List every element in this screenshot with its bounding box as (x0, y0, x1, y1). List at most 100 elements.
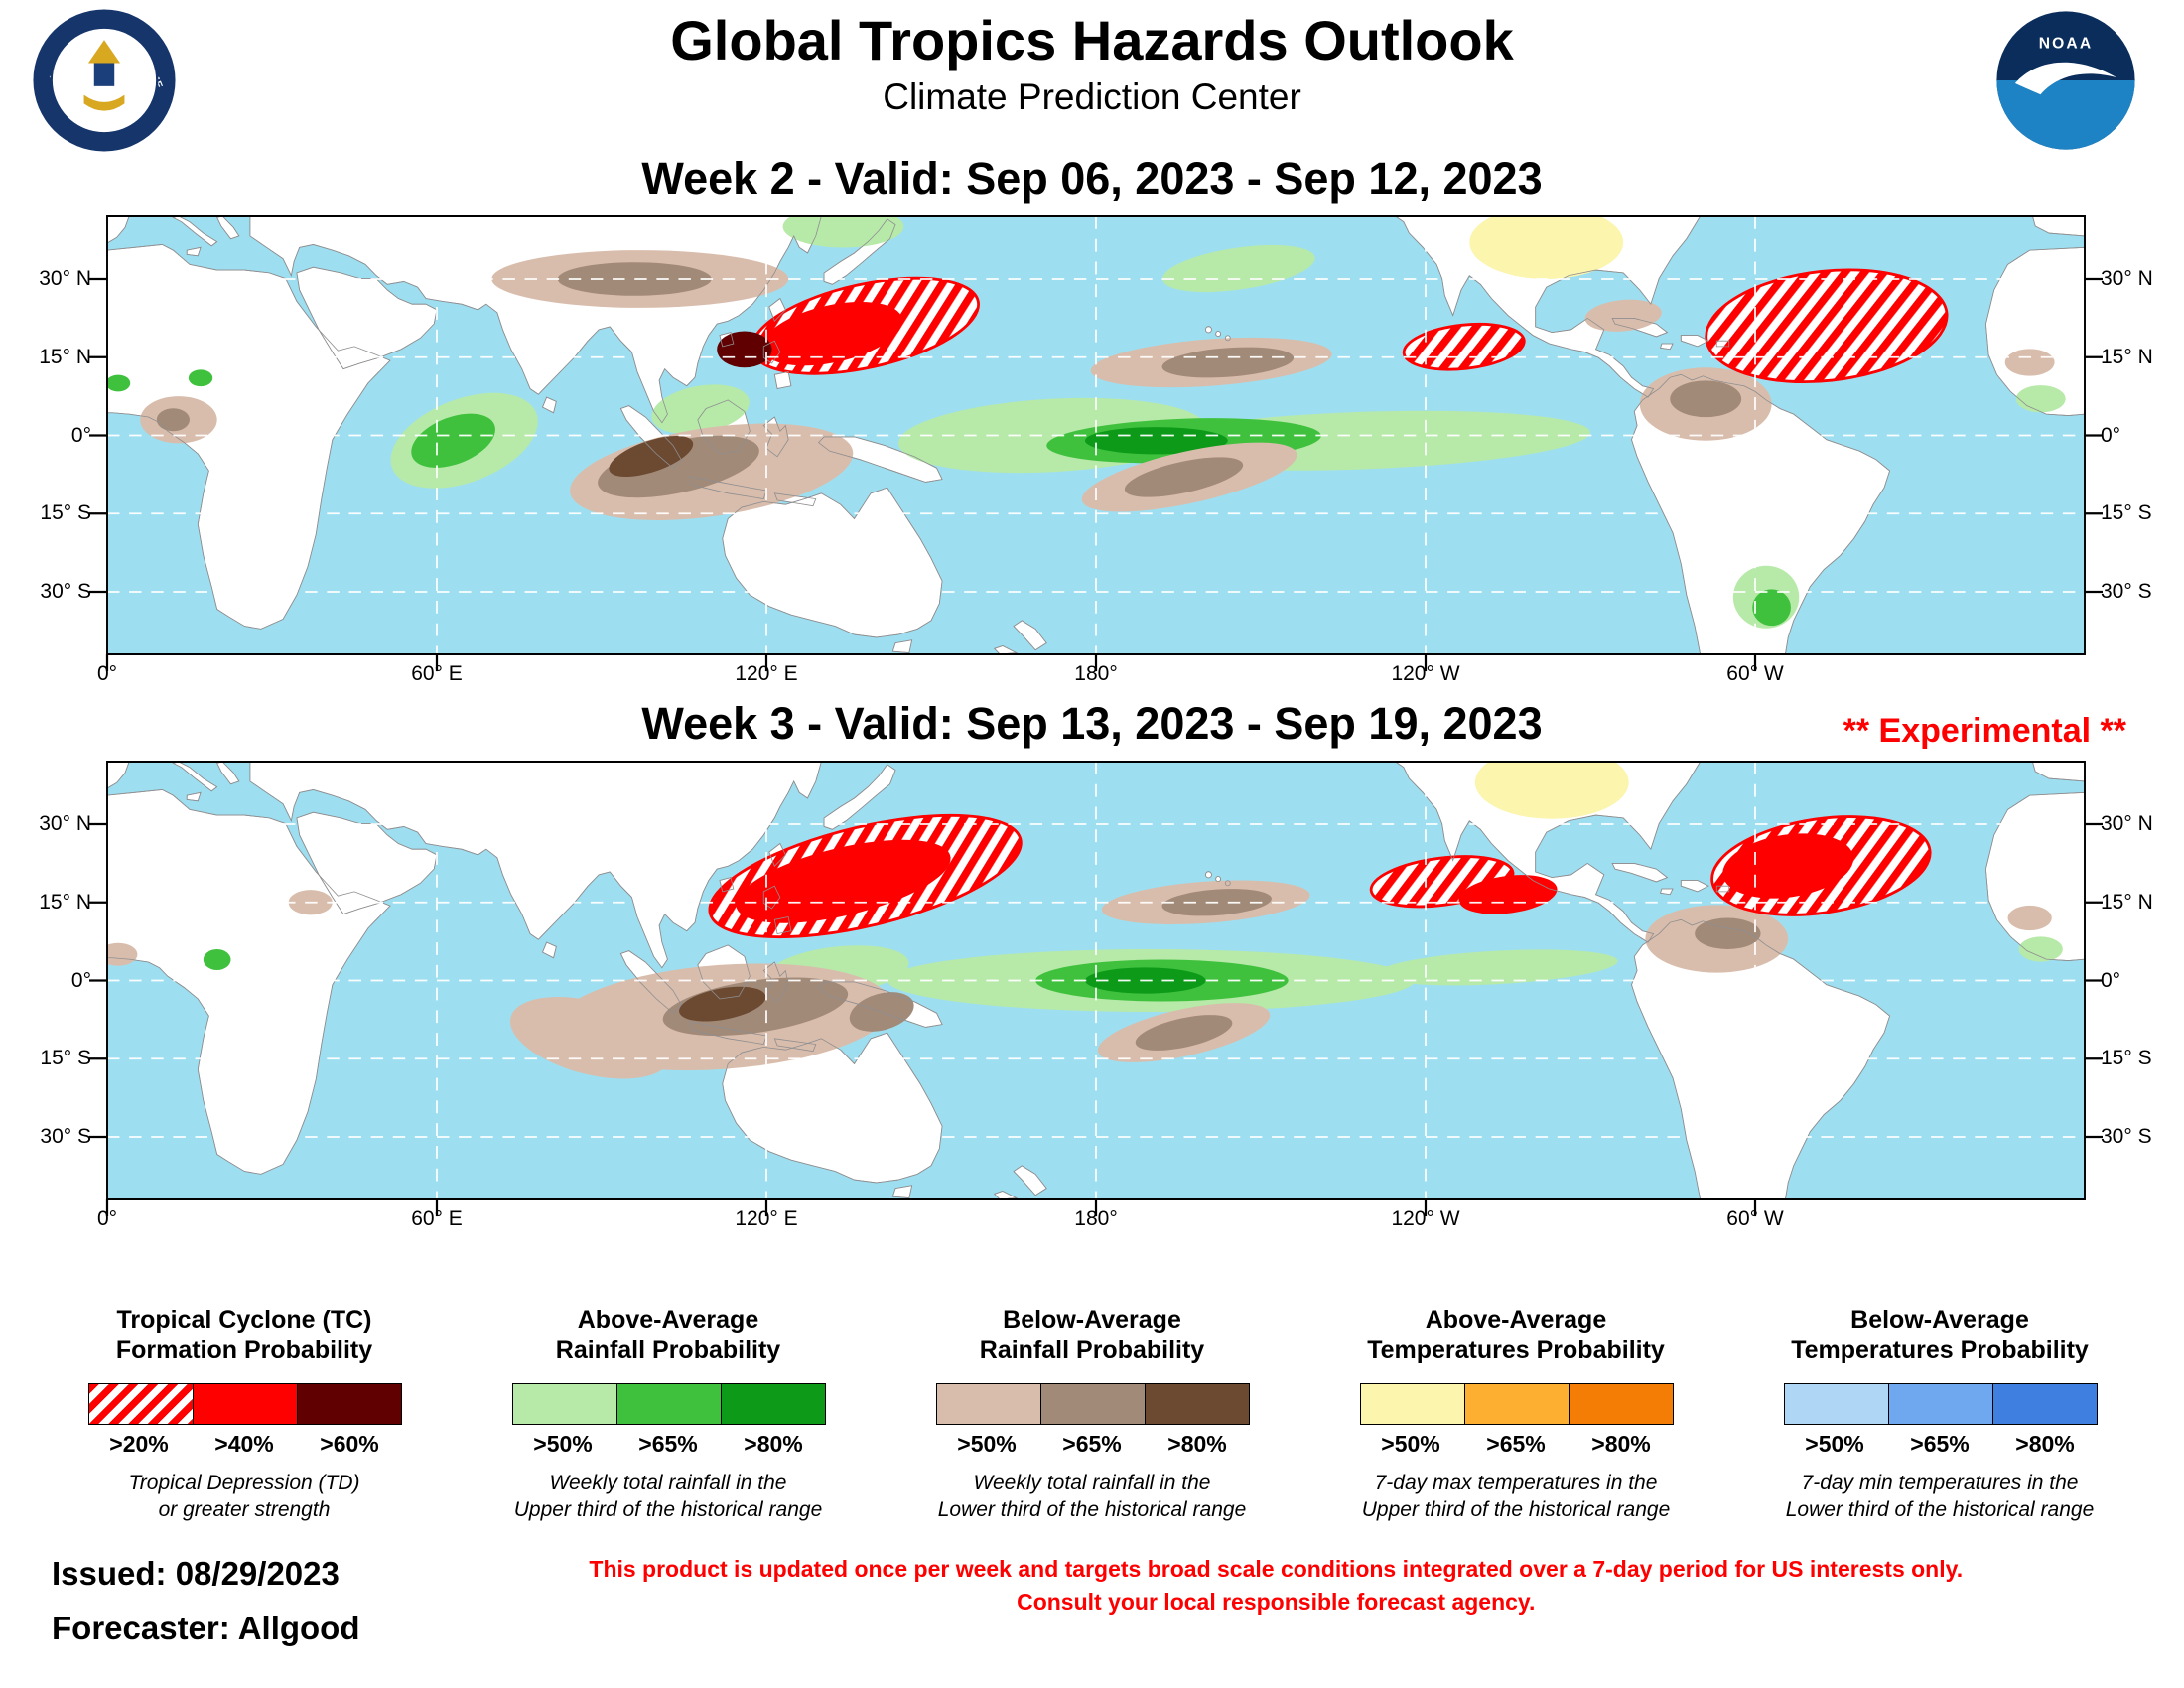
legend-rain_below: Below-Average Rainfall Probability >50% >65… (882, 1305, 1302, 1523)
hazard-rain_above-level1 (1162, 244, 1315, 293)
week2-map-block: 30° N 15° N 0° 15° S 30° S 30° N 15° N 0° 15° S… (0, 215, 2184, 694)
lat-label: 30° N (2101, 812, 2153, 835)
lon-label: 120° E (735, 1207, 798, 1230)
legend-swatch-rain_below-1 (935, 1382, 1041, 1425)
lat-label: 0° (2101, 968, 2121, 992)
legend-threshold: >40% (214, 1430, 274, 1457)
lat-label: 15° S (40, 1047, 91, 1070)
disclaimer-line2: Consult your local responsible forecast … (1017, 1589, 1536, 1616)
hazard-rain_below-level2 (598, 435, 759, 498)
lon-label: 120° W (1391, 662, 1460, 685)
week2-map (87, 215, 2105, 673)
legend-swatch-temp_above-2 (1463, 1382, 1570, 1425)
hazard-tc-level2 (1458, 875, 1558, 914)
title-block: Global Tropics Hazards Outlook Climate P… (0, 0, 2184, 118)
legend-bar: Tropical Cyclone (TC) Formation Probabili… (0, 1305, 2184, 1523)
lon-label: 0° (96, 1207, 118, 1230)
legend-title: Below-Average Rainfall Probability (979, 1306, 1205, 1365)
lat-label: 30° S (2101, 1125, 2152, 1148)
hazard-rain_above-level1 (651, 384, 750, 435)
lat-label: 30° S (2101, 580, 2152, 603)
hazard-rain_above-level1 (2015, 385, 2066, 413)
legend-temp_above: Above-Average Temperatures Probability >50… (1305, 1305, 1726, 1523)
legend-note: Tropical Depression (TD) or greater stren… (128, 1471, 360, 1521)
hazard-rain_above-level2 (188, 369, 213, 387)
header: DEPARTMENT OF COMMERCE UNITED STATES OF … (0, 0, 2184, 152)
disclaimer: This product is updated once per week an… (360, 1553, 2133, 1619)
hazard-rain_below-level2 (1124, 457, 1244, 497)
hazard-rain_above-level2 (203, 949, 231, 970)
week3-lat-labels-left: 30° N 15° N 0° 15° S 30° S (0, 762, 107, 1199)
legend-note: 7-day max temperatures in the Upper third… (1361, 1471, 1671, 1521)
legend-threshold: >50% (1805, 1430, 1864, 1457)
hazard-rain_above-level3 (1084, 427, 1228, 455)
hazard-rain_below-level2 (156, 408, 190, 432)
issued-block: Issued: 08/29/2023 Forecaster: Allgood (52, 1557, 360, 1644)
lat-label: 30° N (39, 812, 91, 835)
lat-label: 0° (70, 423, 91, 447)
hazard-rain_below-level2 (1670, 380, 1742, 418)
hazard-tc-level3 (717, 331, 772, 368)
dept-of-commerce-logo: DEPARTMENT OF COMMERCE UNITED STATES OF … (28, 0, 177, 153)
legend-swatch-rain_above-3 (720, 1382, 826, 1425)
legend-swatch-tc-1 (87, 1382, 194, 1425)
week3-map (87, 761, 2105, 1218)
lon-label: 60° E (411, 662, 463, 685)
lat-label: 15° N (39, 890, 91, 914)
legend-threshold: >60% (320, 1430, 379, 1457)
map-frame (106, 215, 2086, 655)
legend-threshold: >65% (638, 1430, 698, 1457)
legend-title: Below-Average Temperatures Probability (1791, 1306, 2089, 1365)
issued-label: Issued: 08/29/2023 (52, 1555, 340, 1593)
legend-swatch-tc-3 (296, 1382, 402, 1425)
lat-label: 0° (2101, 423, 2121, 447)
week3-title: Week 3 - Valid: Sep 13, 2023 - Sep 19, 2… (641, 698, 1543, 749)
legend-swatch-rain_above-1 (511, 1382, 617, 1425)
hazard-tc-level1 (1705, 268, 1949, 384)
lon-label: 120° W (1391, 1207, 1460, 1230)
lat-label: 15° S (40, 501, 91, 525)
hazard-rain_above-level1 (782, 216, 904, 248)
legend-note: Weekly total rainfall in the Upper third … (513, 1471, 823, 1521)
hazard-regions (107, 216, 2066, 629)
hazard-rain_below-level1 (1584, 299, 1662, 332)
noaa-seagull-icon (2014, 62, 2117, 95)
legend-note: 7-day min temperatures in the Lower third… (1785, 1471, 2095, 1521)
legend-rain_above: Above-Average Rainfall Probability >50% >65… (458, 1305, 879, 1523)
hazard-rain_below-level2 (1161, 347, 1295, 378)
hazard-rain_below-level1 (2004, 349, 2055, 376)
legend-title: Above-Average Rainfall Probability (555, 1306, 781, 1365)
week2-lon-labels: 0° 60° E 120° E 180° 120° W 60° W (97, 654, 2085, 694)
doc-eagle-emblem (87, 40, 121, 64)
week2-title: Week 2 - Valid: Sep 06, 2023 - Sep 12, 2… (641, 153, 1543, 204)
lat-label: 0° (70, 968, 91, 992)
legend-swatch-temp_below-1 (1783, 1382, 1889, 1425)
lon-label: 0° (96, 662, 118, 685)
hazard-tc-level1 (1402, 322, 1526, 371)
noaa-logo: NOAA (1995, 10, 2136, 151)
legend-threshold: >80% (744, 1430, 803, 1457)
legend-threshold: >80% (1591, 1430, 1651, 1457)
legend-temp_below: Below-Average Temperatures Probability >50… (1729, 1305, 2150, 1523)
legend-threshold: >80% (1167, 1430, 1227, 1457)
hazard-rain_below-level1 (2007, 905, 2052, 931)
hazard-rain_above-level2 (107, 374, 131, 392)
legend-swatch-tc-2 (192, 1382, 298, 1425)
hazard-rain_above-level2 (1752, 589, 1791, 627)
hazard-rain_below-level3 (609, 435, 694, 478)
hazard-rain_above-level1 (1376, 949, 1618, 986)
experimental-label: ** Experimental ** (1843, 712, 2126, 750)
hazard-temp_above-level1 (1474, 762, 1629, 819)
hazard-rain_below-level3 (679, 986, 766, 1022)
legend-swatch-rain_below-3 (1144, 1382, 1250, 1425)
week2-lat-labels-right: 30° N 15° N 0° 15° S 30° S (2085, 216, 2184, 654)
legend-swatch-temp_below-2 (1887, 1382, 1993, 1425)
legend-tc: Tropical Cyclone (TC) Formation Probabili… (34, 1305, 455, 1523)
lat-label: 30° N (2101, 267, 2153, 290)
legend-title: Above-Average Temperatures Probability (1367, 1306, 1665, 1365)
lon-label: 60° W (1726, 662, 1784, 685)
week3-map-block: 30° N 15° N 0° 15° S 30° S 30° N 15° N 0° 15° S… (0, 761, 2184, 1239)
week2-title-row: Week 2 - Valid: Sep 06, 2023 - Sep 12, 2… (0, 153, 2184, 211)
hazard-tc-level2 (761, 301, 903, 366)
